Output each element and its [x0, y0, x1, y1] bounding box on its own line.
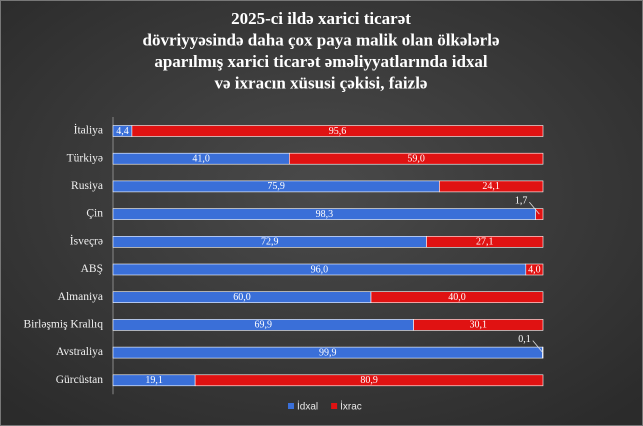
- value-label: 75,9: [267, 181, 285, 192]
- category-label: Avstraliya: [56, 346, 103, 358]
- bar-segment: [525, 263, 544, 276]
- category-label: Birləşmiş Krallıq: [23, 319, 103, 331]
- legend-label: İdxal: [297, 400, 318, 413]
- legend-swatch: [331, 403, 338, 409]
- value-label: 98,3: [316, 209, 334, 220]
- value-label: 99,9: [319, 347, 337, 358]
- leader-line: [532, 340, 544, 353]
- value-label: 59,0: [407, 153, 425, 164]
- bar-segment: [535, 208, 544, 220]
- category-label: Çin: [86, 208, 103, 220]
- bar-segment: [194, 374, 544, 387]
- category-label: Rusiya: [71, 180, 103, 192]
- category-label: İsveçrə: [70, 233, 103, 247]
- value-label: 41,0: [192, 153, 210, 164]
- category-label: Gürcüstan: [56, 374, 104, 386]
- value-label: 80,9: [360, 375, 378, 386]
- leader-line: [529, 201, 540, 215]
- chart-title: aparılmış xarici ticarət əməliyyatlarınd…: [154, 52, 488, 71]
- bar-segment: [426, 236, 544, 248]
- bar-segment: [288, 152, 544, 165]
- category-label: Türkiyə: [67, 152, 103, 164]
- value-label: 4,4: [116, 126, 129, 137]
- chart-title: və ixracın xüsusi çəkisi, faizlə: [215, 73, 428, 92]
- value-label: 69,9: [255, 320, 273, 331]
- value-label: 72,9: [261, 237, 279, 248]
- value-label: 60,0: [233, 292, 251, 303]
- category-label: Almaniya: [58, 291, 103, 303]
- value-label: 95,6: [329, 126, 347, 137]
- value-label: 30,1: [470, 320, 488, 331]
- value-label: 0,1: [518, 334, 531, 345]
- bar-segment: [413, 319, 544, 331]
- value-label: 19,1: [145, 375, 163, 386]
- bar-segment: [131, 125, 544, 137]
- legend-swatch: [288, 403, 294, 409]
- value-label: 4,0: [528, 264, 541, 275]
- bar-segment: [439, 180, 544, 193]
- chart-title: dövriyyəsində daha çox paya malik olan ö…: [142, 30, 499, 49]
- value-label: 24,1: [482, 181, 500, 192]
- chart-title: 2025-ci ildə xarici ticarət: [231, 9, 411, 28]
- legend-label: İxrac: [340, 400, 362, 413]
- value-label: 96,0: [311, 264, 329, 275]
- category-label: ABŞ: [81, 263, 103, 275]
- value-label: 1,7: [515, 195, 528, 206]
- value-label: 27,1: [476, 237, 494, 248]
- category-label: İtaliya: [74, 123, 103, 137]
- value-label: 40,0: [448, 292, 466, 303]
- bar-segment: [370, 291, 544, 304]
